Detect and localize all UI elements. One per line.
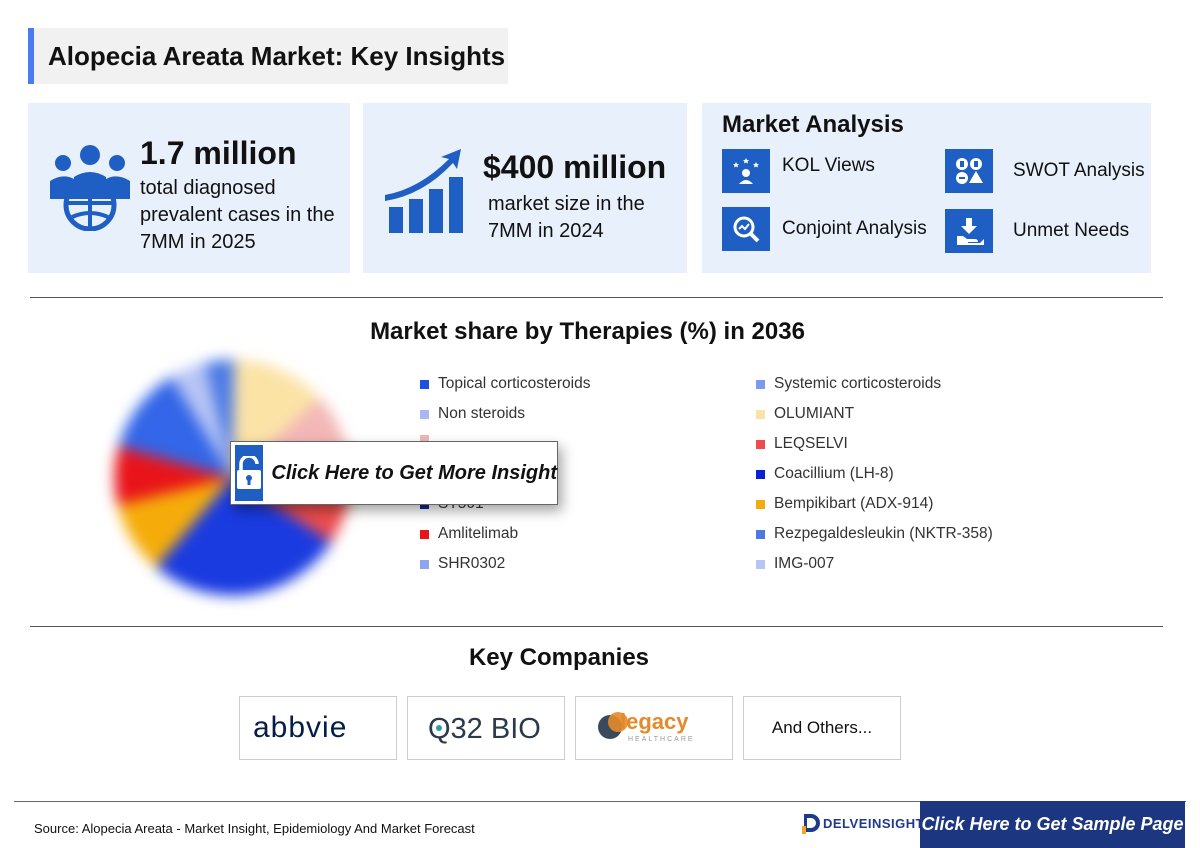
legend-item-2: Non steroids	[420, 405, 525, 423]
legend-label-7: Coacillium (LH-8)	[774, 465, 894, 482]
and-others-label: And Others...	[771, 718, 873, 737]
legend-label-1: Systemic corticosteroids	[774, 375, 942, 392]
unlock-icon	[235, 445, 264, 501]
analysis-label-kol: KOL Views	[782, 155, 875, 176]
legend-item-4	[420, 435, 438, 444]
footer-divider	[14, 801, 1186, 802]
prevalence-description: total diagnosed prevalent cases in the 7…	[140, 175, 335, 256]
section-divider-bottom	[30, 626, 1163, 627]
pie-slice-6	[117, 477, 233, 568]
legend-item-11: Rezpegaldesleukin (NKTR-358)	[756, 525, 993, 543]
delveinsight-mark-icon	[802, 814, 820, 834]
page-title: Alopecia Areata Market: Key Insights	[48, 40, 506, 71]
legend-label-13: IMG-007	[774, 555, 835, 572]
prevalence-desc-line-3: 7MM in 2025	[140, 231, 256, 253]
sample-page-label: Click Here to Get Sample Page	[921, 814, 1184, 834]
prevalence-desc-line-1: total diagnosed	[140, 177, 276, 199]
legend-label-12: SHR0302	[438, 555, 506, 572]
analysis-item-conjoint: Conjoint Analysis	[722, 207, 927, 251]
market-analysis-card: Market Analysis KOL Views SWOT Analysis …	[702, 103, 1151, 273]
legend-swatch-1	[756, 379, 765, 389]
market-desc-line-2: 7MM in 2024	[488, 220, 604, 242]
chart-title: Market share by Therapies (%) in 2036	[370, 318, 805, 345]
legend-swatch-10	[420, 529, 429, 539]
company-logo-abbvie: abbvie	[239, 696, 397, 760]
legend-label-0: Topical corticosteroids	[438, 375, 591, 392]
source-text: Source: Alopecia Areata - Market Insight…	[34, 821, 475, 836]
legend-item-7: Coacillium (LH-8)	[756, 465, 894, 483]
legend-item-12: SHR0302	[420, 555, 505, 573]
key-companies-title: Key Companies	[468, 644, 650, 671]
section-divider-top	[30, 297, 1163, 298]
legend-label-2: Non steroids	[438, 405, 526, 422]
q32bio-logo: Q32 BIO	[428, 713, 541, 745]
pie-slice-7	[114, 446, 233, 506]
people-group-icon	[50, 145, 130, 231]
market-analysis-title: Market Analysis	[722, 111, 904, 138]
legend-label-5: LEQSELVI	[774, 435, 848, 452]
company-logo-q32bio: Q32 BIO	[407, 696, 565, 760]
legend-item-13: IMG-007	[756, 555, 834, 573]
pie-slice-5	[155, 477, 332, 596]
analysis-label-swot: SWOT Analysis	[1013, 160, 1145, 181]
legend-swatch-3	[756, 409, 765, 419]
legend-item-3: OLUMIANT	[756, 405, 854, 423]
hand-arrow-icon	[945, 209, 993, 253]
svg-text:HEALTHCARE: HEALTHCARE	[628, 736, 695, 743]
pie-slice-0	[170, 362, 233, 478]
legend-item-1: Systemic corticosteroids	[756, 375, 941, 393]
analysis-label-conjoint: Conjoint Analysis	[782, 218, 927, 239]
company-and-others: And Others...	[743, 696, 901, 760]
swot-grid-icon	[945, 149, 993, 193]
more-insight-label: Click Here to Get More Insight	[271, 461, 557, 484]
stat-card-prevalence: 1.7 million total diagnosed prevalent ca…	[28, 103, 350, 273]
svg-text:legacy: legacy	[620, 709, 689, 734]
legend-swatch-5	[756, 439, 765, 449]
more-insight-button[interactable]: Click Here to Get More Insight	[230, 441, 558, 505]
legend-swatch-11	[756, 529, 765, 539]
svg-text:Q32 BIO: Q32 BIO	[428, 713, 541, 745]
analysis-label-unmet: Unmet Needs	[1013, 220, 1130, 241]
legend-swatch-4	[420, 435, 429, 444]
legend-label-9: Bempikibart (ADX-914)	[774, 495, 934, 512]
legend-swatch-12	[420, 559, 429, 569]
legend-swatch-7	[756, 469, 765, 479]
growth-bar-chart-icon	[385, 149, 463, 233]
abbvie-logo: abbvie	[253, 713, 347, 743]
analysis-item-swot: SWOT Analysis	[945, 149, 1145, 193]
kol-person-stars-icon	[722, 149, 770, 193]
market-size-value: $400 million	[483, 149, 667, 185]
stat-card-market-size: $400 million market size in the 7MM in 2…	[363, 103, 687, 273]
title-banner: Alopecia Areata Market: Key Insights	[28, 28, 508, 84]
delveinsight-brand-text: DELVEINSIGHT	[823, 815, 925, 831]
sample-page-button[interactable]: Click Here to Get Sample Page	[920, 801, 1185, 848]
legend-label-10: Amlitelimab	[438, 525, 519, 542]
delveinsight-logo: DELVEINSIGHT	[802, 812, 924, 834]
legacy-logo: legacy HEALTHCARE	[598, 709, 695, 743]
legend-swatch-0	[420, 379, 429, 389]
legend-swatch-13	[756, 559, 765, 569]
pie-slice-1	[204, 359, 235, 478]
market-desc-line-1: market size in the	[488, 193, 645, 215]
legend-label-3: OLUMIANT	[774, 405, 855, 422]
legend-item-0: Topical corticosteroids	[420, 375, 590, 393]
legend-item-5: LEQSELVI	[756, 435, 848, 453]
prevalence-desc-line-2: prevalent cases in the	[140, 204, 335, 226]
svg-text:abbvie: abbvie	[253, 713, 347, 743]
legend-item-9: Bempikibart (ADX-914)	[756, 495, 933, 513]
prevalence-value: 1.7 million	[140, 135, 297, 171]
analysis-item-unmet: Unmet Needs	[945, 209, 1129, 253]
company-logo-legacy: legacy HEALTHCARE	[575, 696, 733, 760]
legend-item-10: Amlitelimab	[420, 525, 518, 543]
analysis-item-kol: KOL Views	[722, 149, 875, 193]
legend-swatch-9	[756, 499, 765, 509]
market-size-description: market size in the 7MM in 2024	[488, 191, 645, 245]
pie-slice-8	[118, 376, 233, 478]
legend-label-11: Rezpegaldesleukin (NKTR-358)	[774, 525, 993, 542]
legend-swatch-2	[420, 409, 429, 419]
magnifier-chart-icon	[722, 207, 770, 251]
